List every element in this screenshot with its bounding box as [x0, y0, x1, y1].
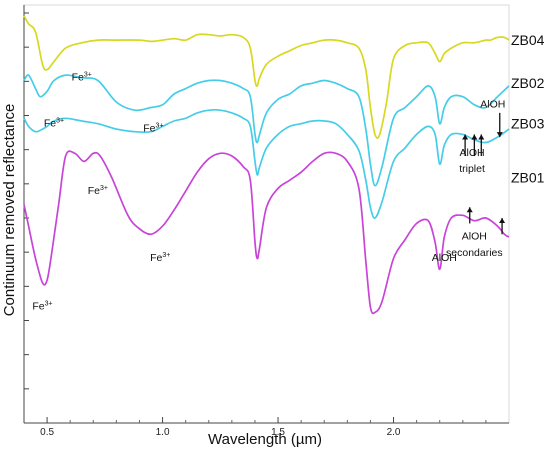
arrow-head	[462, 134, 469, 140]
plot-frame	[23, 4, 510, 424]
annotation-arrow	[462, 134, 469, 157]
series-line-zb04	[23, 15, 510, 139]
annotation-label: secondaries	[446, 247, 503, 259]
series-labels: ZB04 ZB02 ZB03 ZB01	[511, 32, 545, 186]
fe3-base: Fe	[72, 72, 84, 84]
series-lines	[23, 15, 510, 315]
arrow-head	[478, 134, 485, 140]
series-label-zb03: ZB03	[511, 116, 545, 132]
fe3-base: Fe	[143, 123, 155, 135]
series-line-zb03	[23, 108, 510, 219]
annotation-label: AlOH	[460, 147, 485, 159]
annotation-arrow	[471, 134, 478, 157]
arrow-head	[471, 134, 478, 140]
arrow-head	[466, 207, 473, 213]
annotation-arrow	[499, 218, 506, 235]
fe3-superscript: 3+	[155, 123, 163, 130]
x-ticks: 0.5 1.0 1.5 2.0	[40, 417, 487, 438]
annotation-fe3: Fe3+	[32, 301, 52, 313]
series-label-zb01: ZB01	[511, 170, 545, 186]
x-tick-label: 1.0	[156, 427, 170, 438]
x-tick-label: 1.5	[271, 427, 285, 438]
annotation-fe3: Fe3+	[143, 123, 163, 135]
fe3-superscript: 3+	[56, 117, 64, 124]
x-tick-label: 2.0	[387, 427, 401, 438]
annotation-fe3: Fe3+	[72, 72, 92, 84]
arrow-head	[496, 132, 503, 138]
annotation-fe3: Fe3+	[150, 252, 170, 264]
annotation-label: triplet	[459, 163, 485, 175]
y-axis-title: Continuum removed reflectance	[1, 104, 18, 317]
fe3-superscript: 3+	[45, 301, 53, 308]
fe3-base: Fe	[44, 117, 56, 129]
annotation-label: AlOH	[432, 252, 457, 264]
annotation-arrow	[478, 134, 485, 157]
fe3-superscript: 3+	[100, 185, 108, 192]
series-line-zb01	[23, 150, 510, 315]
y-ticks	[24, 12, 29, 424]
annotation-label: AlOH	[462, 231, 487, 243]
fe3-base: Fe	[150, 252, 162, 264]
fe3-superscript: 3+	[84, 72, 92, 79]
series-label-zb04: ZB04	[511, 32, 545, 48]
arrow-head	[499, 218, 506, 224]
plot-border	[23, 4, 510, 424]
annotations: Fe3+Fe3+Fe3+Fe3+Fe3+Fe3+AlOHAlOHAlOHtrip…	[32, 72, 505, 313]
annotation-fe3: Fe3+	[44, 117, 64, 129]
annotation-label: AlOH	[480, 98, 505, 110]
x-axis-title: Wavelength (µm)	[208, 431, 322, 448]
fe3-base: Fe	[88, 185, 100, 197]
fe3-base: Fe	[32, 301, 44, 313]
annotation-fe3: Fe3+	[88, 185, 108, 197]
fe3-superscript: 3+	[162, 252, 170, 259]
x-tick-label: 0.5	[40, 427, 54, 438]
annotation-arrow	[496, 112, 503, 138]
series-line-zb02	[23, 74, 510, 187]
annotation-arrow	[466, 207, 473, 224]
series-label-zb02: ZB02	[511, 75, 545, 91]
